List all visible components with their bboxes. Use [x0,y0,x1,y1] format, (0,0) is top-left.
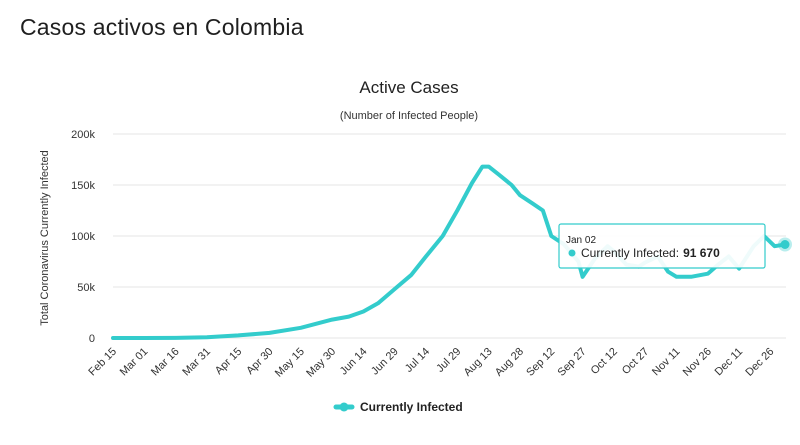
chart-title: Active Cases [359,78,458,97]
page-heading: Casos activos en Colombia [20,14,304,40]
data-point [780,239,790,249]
x-tick-label: Mar 16 [149,346,182,379]
y-tick-label: 200k [71,129,95,141]
x-tick-label: Dec 26 [743,346,776,379]
y-tick-label: 100k [71,231,95,243]
tooltip-separator: : [676,246,679,260]
y-tick-label: 150k [71,180,95,192]
x-tick-label: Jun 14 [338,346,370,378]
x-tick-label: Sep 12 [524,346,557,379]
x-tick-label: Dec 11 [713,346,746,379]
x-tick-label: Jul 14 [403,346,432,375]
x-tick-label: Nov 11 [650,346,683,379]
series-line [111,164,787,340]
y-tick-label: 0 [89,333,95,345]
tooltip-date: Jan 02 [566,235,596,246]
legend[interactable]: Currently Infected [333,400,463,414]
x-tick-label: Aug 28 [493,346,526,379]
x-tick-label: Apr 15 [213,346,244,377]
tooltip-series-name: Currently Infected [581,246,676,260]
y-tick-label: 50k [77,282,95,294]
y-axis-title: Total Coronavirus Currently Infected [39,150,51,325]
x-tick-label: Oct 27 [620,346,651,377]
x-tick-label: Mar 31 [180,346,213,379]
x-tick-label: May 30 [304,346,338,380]
x-tick-label: Aug 13 [462,346,495,379]
legend-marker [339,402,349,412]
x-tick-label: Apr 30 [244,346,275,377]
series-layer [111,164,792,340]
x-tick-label: Mar 01 [118,346,151,379]
x-tick-label: Nov 26 [681,346,714,379]
x-tick-label: Feb 15 [86,346,119,379]
tooltip-value: 91 670 [683,246,720,260]
tooltip: Jan 02 Currently Infected: 91 670 [558,223,766,269]
x-tick-label: Sep 27 [556,346,589,379]
tooltip-line: Currently Infected: 91 670 [581,246,720,260]
tooltip-box [558,223,766,269]
x-tick-label: Jul 29 [434,346,463,375]
x-tick-label: Jun 29 [369,346,401,378]
x-tick-label: Oct 12 [589,346,620,377]
chart-subtitle: (Number of Infected People) [340,110,478,122]
y-axis-ticks: 0 50k 100k 150k 200k [71,129,95,345]
x-tick-label: May 15 [273,346,307,380]
legend-label: Currently Infected [360,400,463,414]
tooltip-marker [568,249,576,257]
